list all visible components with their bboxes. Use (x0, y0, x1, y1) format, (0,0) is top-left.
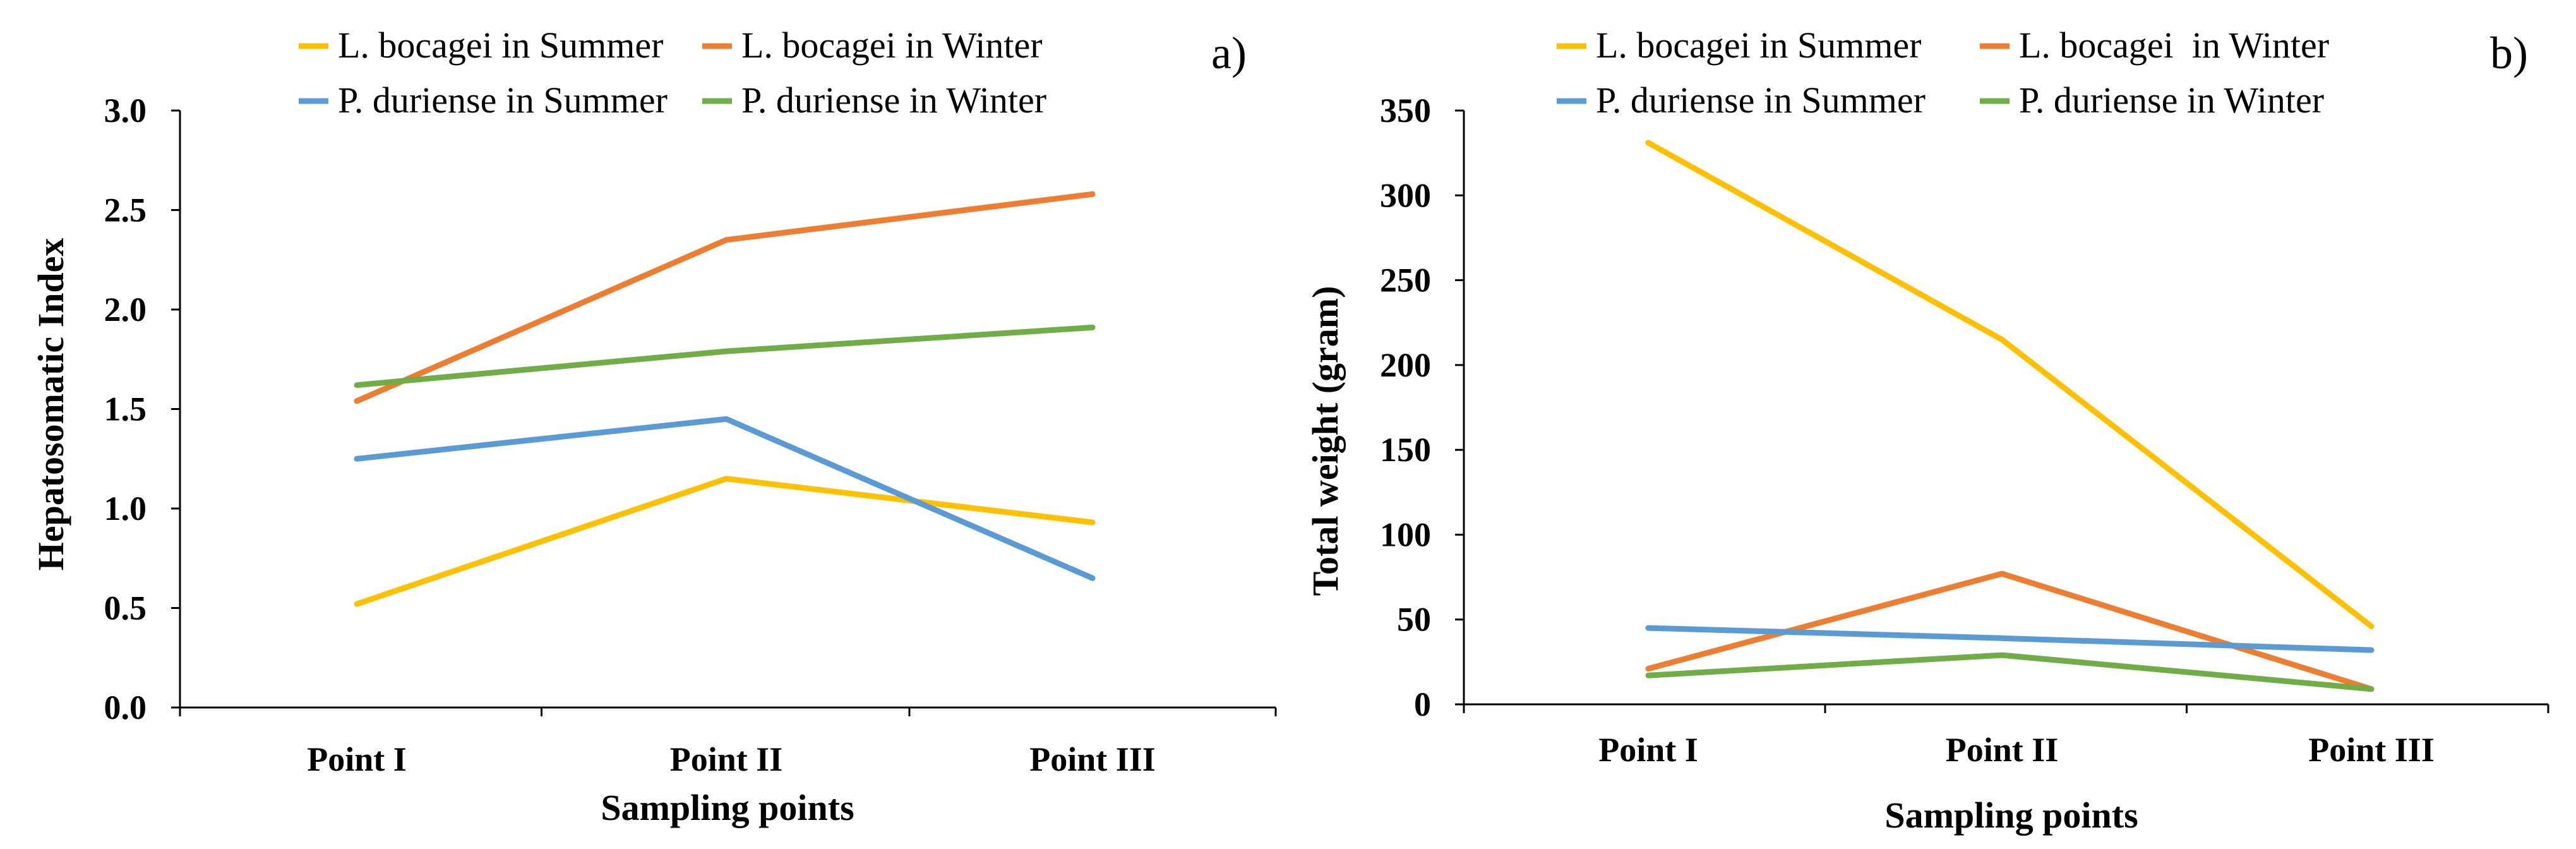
series-line-lb-summer (1645, 140, 2375, 629)
legend-b: L. bocagei in Summer L. bocagei in Winte… (1557, 25, 2329, 121)
y-tick-label: 1.5 (104, 390, 147, 428)
legend-a: L. bocagei in Summer L. bocagei in Winte… (299, 25, 1046, 121)
y-tick-label: 2.0 (104, 291, 147, 328)
x-axis-title-a: Sampling points (601, 787, 854, 828)
x-tick-label: Point II (670, 740, 783, 778)
chart-panel-b: b) Total weight (gram) Sampling points L… (1305, 25, 2549, 836)
legend-label-b-1: L. bocagei in Winter (2019, 25, 2329, 66)
y-tick-label: 0.5 (104, 589, 147, 627)
legend-label-a-3: P. duriense in Winter (741, 80, 1046, 121)
y-tick-label: 250 (1380, 262, 1431, 299)
legend-label-b-2: P. duriense in Summer (1596, 80, 1926, 121)
series-line-pd-summer (1645, 625, 2375, 653)
series-line-lb-winter (1645, 570, 2375, 692)
legend-label-a-2: P. duriense in Summer (338, 80, 668, 121)
panel-label-b: b) (2490, 28, 2528, 78)
x-tick-label: Point I (307, 740, 407, 778)
y-tick-label: 0.0 (104, 689, 147, 726)
legend-label-b-3: P. duriense in Winter (2019, 80, 2324, 121)
legend-label-a-1: L. bocagei in Winter (741, 25, 1043, 66)
y-tick-label: 2.5 (104, 191, 147, 229)
series-line-lb-winter (354, 191, 1096, 404)
y-tick-label: 50 (1397, 601, 1431, 639)
chart-panel-a: a) Hepatosomatic Index Sampling points L… (30, 25, 1277, 828)
y-tick-label: 350 (1380, 92, 1431, 129)
x-tick-label: Point I (1598, 731, 1698, 769)
y-tick-label: 150 (1380, 431, 1431, 469)
y-tick-label: 200 (1380, 346, 1431, 384)
y-axis-title-a: Hepatosomatic Index (30, 238, 71, 571)
x-tick-label: Point III (2308, 731, 2435, 769)
y-tick-label: 100 (1380, 515, 1431, 553)
plot-area-b: 0 50 100 150 200 250 300 350 Point I Point II Poin… (1380, 92, 2549, 769)
y-tick-label: 3.0 (104, 92, 147, 129)
series-line-lb-summer (354, 476, 1096, 607)
y-tick-label: 1.0 (104, 490, 147, 527)
y-axis-title-b: Total weight (gram) (1305, 286, 1346, 596)
y-tick-label: 0 (1414, 685, 1431, 723)
x-axis-title-b: Sampling points (1884, 795, 2138, 836)
plot-area-a: 0.0 0.5 1.0 1.5 2.0 2.5 3.0 Point I Point II Poin… (104, 92, 1277, 778)
series-line-pd-summer (354, 416, 1096, 581)
series-line-pd-winter (354, 324, 1096, 388)
x-tick-label: Point II (1946, 731, 2059, 769)
legend-label-b-0: L. bocagei in Summer (1596, 25, 1921, 66)
panel-label-a: a) (1211, 28, 1247, 78)
x-tick-label: Point III (1029, 740, 1156, 778)
legend-label-a-0: L. bocagei in Summer (338, 25, 663, 66)
y-tick-label: 300 (1380, 176, 1431, 214)
series-line-pd-winter (1645, 652, 2375, 692)
